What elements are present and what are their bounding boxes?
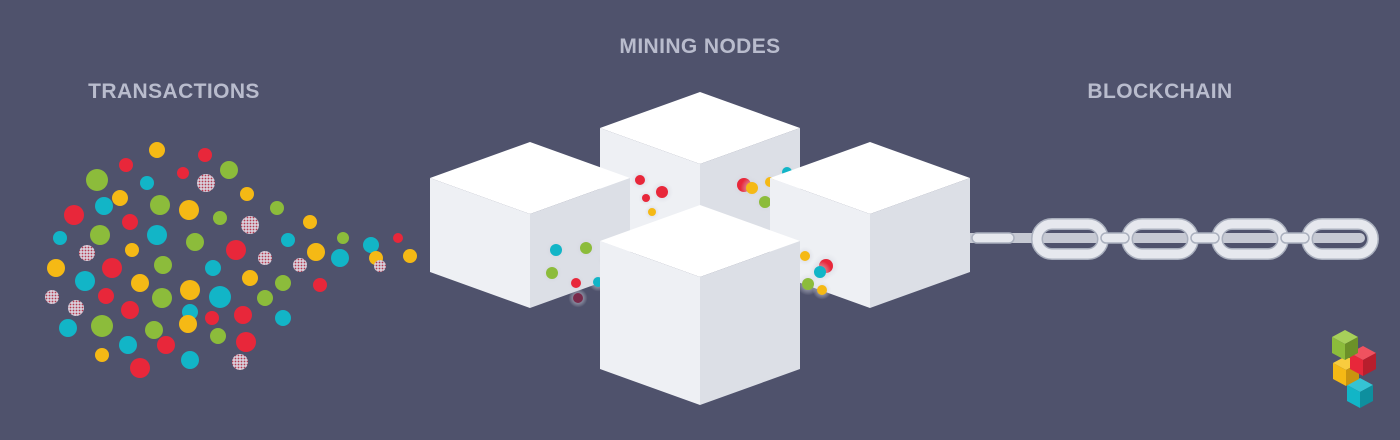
cube-left <box>430 142 674 308</box>
transactions-label: TRANSACTIONS <box>88 80 260 103</box>
cube-left-dots <box>540 170 674 308</box>
transaction-dots-cloud <box>45 142 417 378</box>
mining-node-cubes <box>430 92 970 405</box>
mining-nodes-label: MINING NODES <box>619 35 781 58</box>
cube-front <box>600 205 800 405</box>
blockchain-chain-links <box>965 218 1379 260</box>
cube-right-dots <box>795 246 840 300</box>
stacked-cubes-logo <box>1332 330 1376 408</box>
blockchain-label: BLOCKCHAIN <box>1087 80 1233 103</box>
